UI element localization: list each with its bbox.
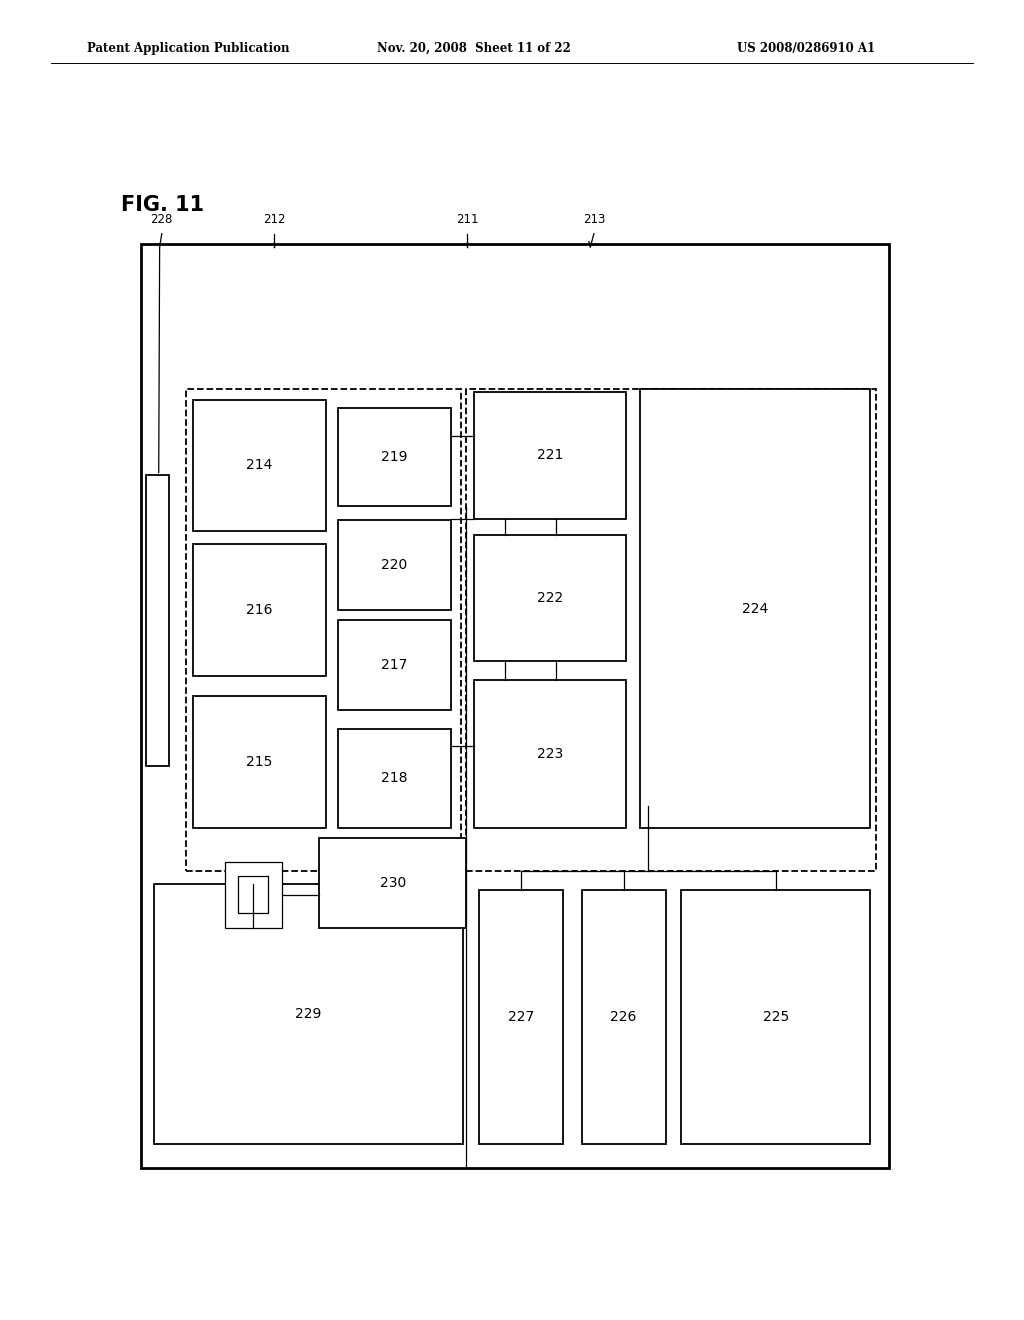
- Bar: [146, 475, 169, 766]
- Text: 229: 229: [295, 1007, 322, 1022]
- Text: 230: 230: [380, 876, 406, 890]
- Bar: [466, 389, 876, 871]
- Bar: [338, 729, 451, 828]
- Text: Patent Application Publication: Patent Application Publication: [87, 42, 290, 54]
- Text: US 2008/0286910 A1: US 2008/0286910 A1: [737, 42, 876, 54]
- Text: 219: 219: [381, 450, 408, 463]
- Text: 212: 212: [263, 213, 286, 226]
- Bar: [154, 884, 463, 1144]
- Bar: [338, 408, 451, 506]
- Text: Nov. 20, 2008  Sheet 11 of 22: Nov. 20, 2008 Sheet 11 of 22: [377, 42, 570, 54]
- Bar: [479, 890, 563, 1144]
- Bar: [319, 838, 466, 928]
- Bar: [338, 620, 451, 710]
- Bar: [474, 392, 626, 519]
- Bar: [193, 696, 326, 828]
- Text: 211: 211: [456, 213, 478, 226]
- Bar: [186, 389, 461, 871]
- Text: 217: 217: [381, 659, 408, 672]
- Text: 222: 222: [537, 591, 563, 605]
- Bar: [582, 890, 666, 1144]
- Bar: [238, 876, 268, 913]
- Text: 226: 226: [610, 1010, 637, 1024]
- Text: 225: 225: [763, 1010, 788, 1024]
- Text: 218: 218: [381, 771, 408, 785]
- Text: 214: 214: [246, 458, 272, 473]
- Bar: [141, 244, 889, 1168]
- Bar: [193, 400, 326, 531]
- Text: 213: 213: [583, 213, 605, 226]
- Text: FIG. 11: FIG. 11: [121, 194, 204, 215]
- Bar: [681, 890, 870, 1144]
- Text: 223: 223: [537, 747, 563, 760]
- Text: 224: 224: [742, 602, 768, 615]
- Bar: [225, 862, 282, 928]
- Text: 227: 227: [508, 1010, 535, 1024]
- Text: 220: 220: [381, 558, 408, 572]
- Bar: [338, 520, 451, 610]
- Text: 215: 215: [246, 755, 272, 768]
- Text: 221: 221: [537, 449, 563, 462]
- Text: 216: 216: [246, 603, 272, 616]
- Bar: [193, 544, 326, 676]
- Bar: [474, 535, 626, 661]
- Bar: [640, 389, 870, 828]
- Text: 228: 228: [151, 213, 173, 226]
- Bar: [474, 680, 626, 828]
